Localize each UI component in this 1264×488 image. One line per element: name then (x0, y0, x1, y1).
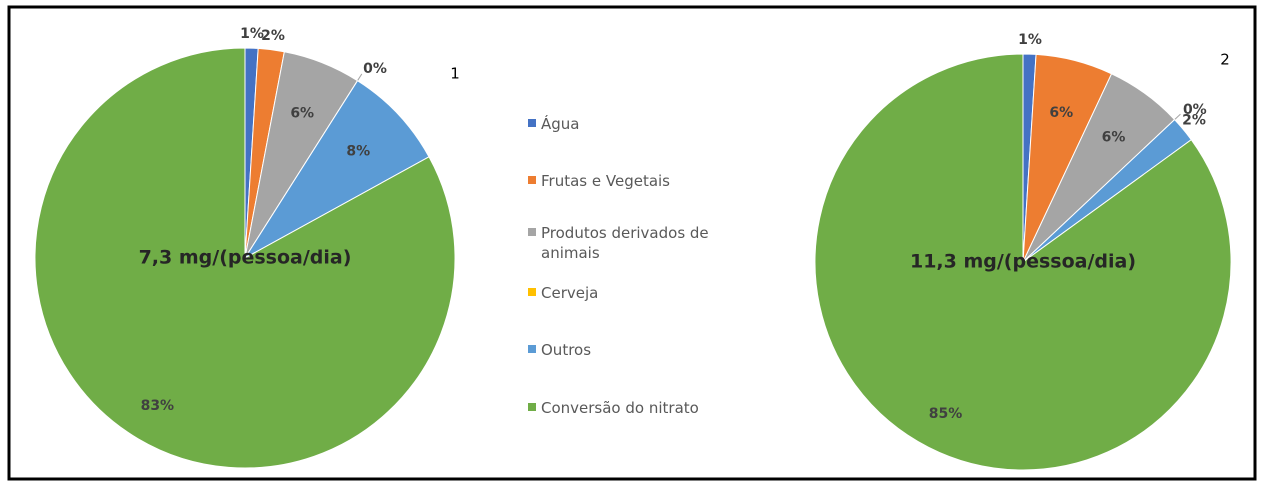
legend-label: Frutas e Vegetais (541, 172, 670, 190)
data-label: 6% (1102, 129, 1126, 145)
pie-annotation: 11,3 mg/(pessoa/dia) (910, 251, 1136, 273)
data-label: 2% (1182, 112, 1206, 128)
chart-title: 2 (1220, 51, 1230, 69)
pie-slice (814, 53, 1232, 471)
legend-label: Cerveja (541, 284, 599, 302)
legend-label: Outros (541, 341, 592, 359)
legend-swatch (528, 228, 536, 236)
legend-swatch (528, 345, 536, 353)
data-label: 0% (1183, 102, 1207, 118)
data-label: 85% (929, 406, 963, 422)
legend-label: Produtos derivados de animais (541, 224, 709, 262)
data-label: 83% (141, 398, 175, 414)
legend-swatch (528, 119, 536, 127)
legend-swatch (528, 176, 536, 184)
pie-annotation: 7,3 mg/(pessoa/dia) (139, 247, 352, 269)
legend-swatch (528, 288, 536, 296)
pie-slice (244, 80, 430, 259)
frame (7, 5, 1257, 481)
data-label: 6% (1049, 105, 1073, 121)
data-label: 2% (261, 28, 285, 44)
data-label: 1% (240, 26, 264, 42)
legend-swatch (528, 403, 536, 411)
leader-line (1174, 113, 1181, 120)
data-label: 6% (290, 106, 314, 122)
data-label: 8% (346, 144, 370, 160)
data-label: 1% (1018, 32, 1042, 48)
pie-slice (34, 47, 456, 469)
leader-line (357, 73, 363, 81)
data-label: 0% (363, 61, 387, 77)
chart-title: 1 (450, 65, 460, 83)
legend-label: Água (541, 115, 580, 133)
legend-label: Conversão do nitrato (541, 399, 699, 417)
